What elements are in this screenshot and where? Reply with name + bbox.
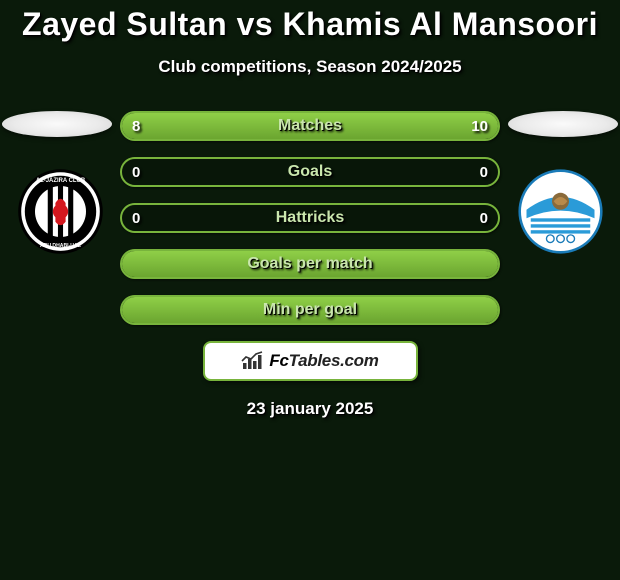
footer-brand-text: FcTables.com bbox=[269, 351, 378, 371]
footer-brand: FcTables.com bbox=[203, 341, 418, 381]
left-club-badge: AL-JAZIRA CLUB ABU DHABI-UAE bbox=[11, 169, 110, 254]
stat-label: Min per goal bbox=[122, 297, 498, 323]
stat-value-right: 0 bbox=[448, 205, 488, 231]
date-label: 23 january 2025 bbox=[0, 399, 620, 419]
stat-bar: 8 10Matches bbox=[120, 111, 500, 141]
stat-value-right: 10 bbox=[448, 113, 488, 139]
stat-value-left: 8 bbox=[132, 113, 172, 139]
stat-value-right: 0 bbox=[448, 159, 488, 185]
stat-value-left: 0 bbox=[132, 159, 172, 185]
stat-bar: 0 0Goals bbox=[120, 157, 500, 187]
svg-text:ABU DHABI-UAE: ABU DHABI-UAE bbox=[39, 243, 81, 249]
comparison-content: AL-JAZIRA CLUB ABU DHABI-UAE 8 10Matches 0… bbox=[0, 111, 620, 325]
stat-bar: Min per goal bbox=[120, 295, 500, 325]
player-photo-placeholder-right bbox=[508, 111, 618, 137]
stat-label: Matches bbox=[122, 113, 498, 139]
right-club-badge bbox=[511, 169, 610, 254]
stat-label: Hattricks bbox=[122, 205, 498, 231]
page-title: Zayed Sultan vs Khamis Al Mansoori bbox=[0, 0, 620, 43]
stat-bars: 810Matches00Goals00HattricksGoals per ma… bbox=[120, 111, 500, 325]
chart-icon bbox=[241, 351, 265, 371]
svg-text:AL-JAZIRA CLUB: AL-JAZIRA CLUB bbox=[35, 178, 85, 184]
stat-bar: Goals per match bbox=[120, 249, 500, 279]
player-photo-placeholder-left bbox=[2, 111, 112, 137]
stat-value-left: 0 bbox=[132, 205, 172, 231]
stat-bar: 0 0Hattricks bbox=[120, 203, 500, 233]
subtitle: Club competitions, Season 2024/2025 bbox=[0, 57, 620, 77]
left-player-column: AL-JAZIRA CLUB ABU DHABI-UAE bbox=[0, 111, 120, 254]
right-player-column bbox=[500, 111, 620, 254]
stat-label: Goals per match bbox=[122, 251, 498, 277]
stat-label: Goals bbox=[122, 159, 498, 185]
